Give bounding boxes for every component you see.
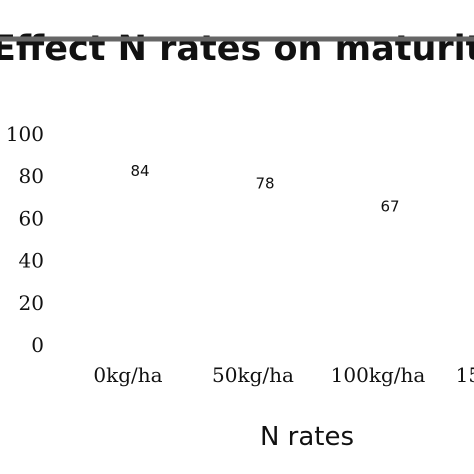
bars-layer bbox=[89, 167, 417, 345]
data-labels-layer: 84 78 67 bbox=[130, 162, 399, 216]
bar bbox=[339, 203, 417, 345]
bar bbox=[214, 180, 292, 345]
bar-value-label: 78 bbox=[255, 174, 274, 192]
bar-value-label: 84 bbox=[130, 162, 149, 180]
x-tick-label: 0kg/ha bbox=[93, 363, 162, 387]
y-axis-ticks: 0 20 40 60 80 100 bbox=[6, 122, 44, 357]
x-tick-label: 100kg/ha bbox=[331, 363, 426, 387]
y-tick-label: 100 bbox=[6, 122, 44, 146]
y-tick-label: 20 bbox=[19, 291, 44, 315]
y-tick-label: 0 bbox=[31, 333, 44, 357]
bar bbox=[89, 167, 167, 345]
x-axis-ticks: 0kg/ha 50kg/ha 100kg/ha 150kg/ha bbox=[93, 363, 474, 387]
y-tick-label: 40 bbox=[19, 249, 44, 273]
x-tick-label: 50kg/ha bbox=[212, 363, 294, 387]
y-tick-label: 80 bbox=[19, 164, 44, 188]
x-tick-label: 150kg/ha bbox=[456, 363, 474, 387]
y-tick-label: 60 bbox=[19, 206, 44, 230]
bar-value-label: 67 bbox=[380, 198, 399, 216]
chart-title: Effect N rates on maturity date bbox=[0, 29, 474, 69]
x-axis-title: N rates bbox=[260, 422, 354, 452]
